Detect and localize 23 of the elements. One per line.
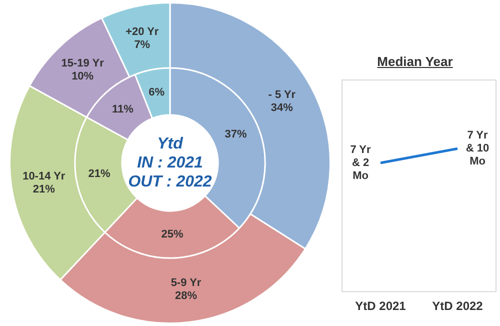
data-label: 28% xyxy=(174,290,198,302)
text: OUT : 2022 xyxy=(128,173,212,190)
x-tick-label: YtD 2022 xyxy=(432,299,484,314)
data-label: 7% xyxy=(134,38,150,51)
slice-label: 5-9 Yr xyxy=(170,277,202,290)
data-label: 11% xyxy=(112,103,134,116)
annotation: 7 Yr & 2 Mo xyxy=(350,144,372,182)
data-label: 37% xyxy=(224,128,247,141)
chart-title: Median Year xyxy=(376,54,454,69)
data-label: 25% xyxy=(161,228,184,241)
data-label: 21% xyxy=(32,184,56,196)
x-tick-label: YtD 2021 xyxy=(355,299,406,314)
text: IN : 2021 xyxy=(137,154,204,172)
data-label: 6% xyxy=(148,86,165,99)
slice-label: 15-19 Yr xyxy=(61,57,105,70)
data-label: 21% xyxy=(88,168,110,180)
slice-label: 10-14 Yr xyxy=(22,170,66,183)
data-label: 34% xyxy=(270,102,294,114)
text: Ytd xyxy=(157,135,184,152)
slice-label: +20 Yr xyxy=(126,26,160,38)
annotation: 7 Yr & 10 Mo xyxy=(466,130,490,168)
slice-label: - 5 Yr xyxy=(268,89,296,102)
data-label: 10% xyxy=(72,70,94,82)
